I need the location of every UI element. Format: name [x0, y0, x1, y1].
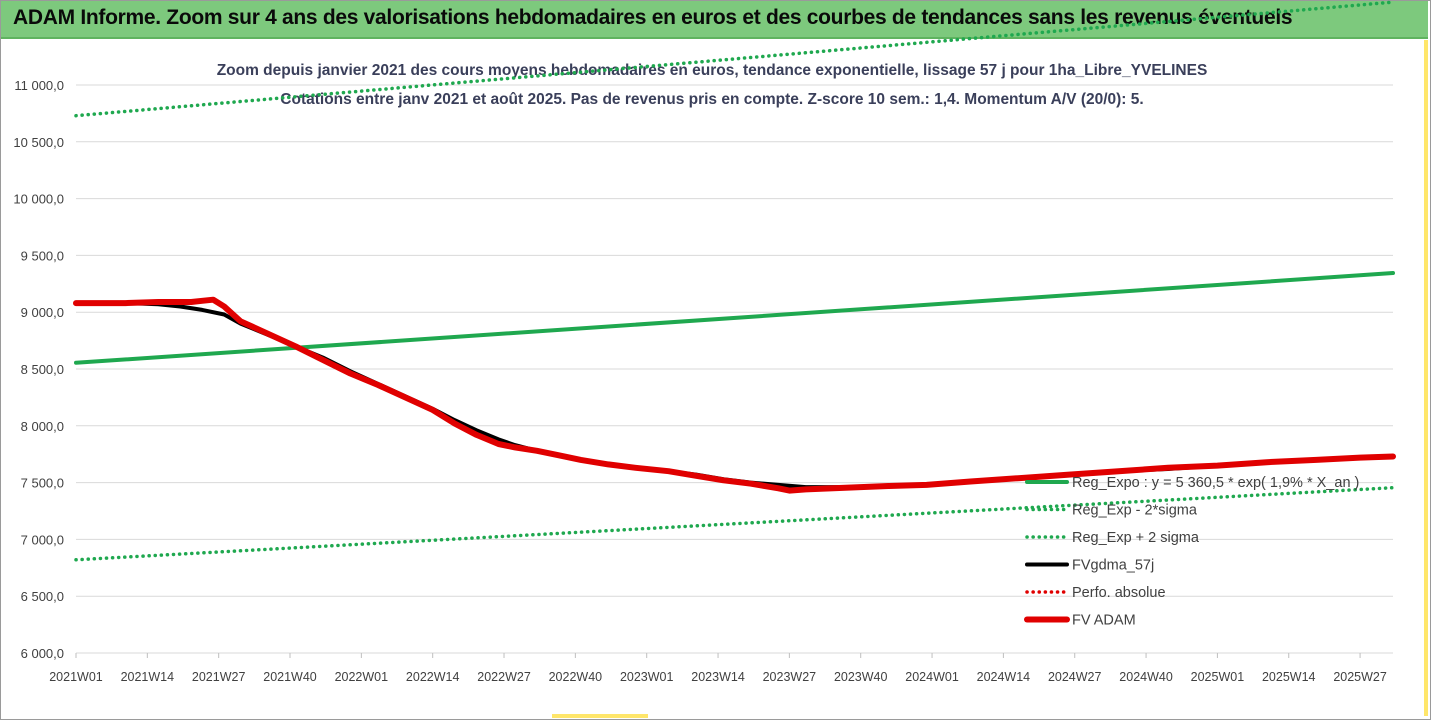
series-line-5	[73, 296, 1396, 494]
y-tick-label: 9 000,0	[21, 305, 64, 320]
x-tick-label: 2025W14	[1262, 670, 1316, 684]
legend-label: Reg_Exp - 2*sigma	[1072, 503, 1198, 519]
right-accent-strip	[1424, 40, 1428, 716]
y-tick-label: 8 500,0	[21, 362, 64, 377]
y-tick-label: 7 000,0	[21, 532, 64, 547]
x-tick-label: 2023W01	[620, 670, 674, 684]
x-tick-label: 2022W01	[335, 670, 389, 684]
x-tick-label: 2021W40	[263, 670, 317, 684]
series-lines	[73, 0, 1396, 562]
x-tick-label: 2021W27	[192, 670, 246, 684]
x-tick-label: 2024W27	[1048, 670, 1102, 684]
series-line-0	[74, 271, 1395, 365]
y-axis: 6 000,0 6 500,0 7 000,0 7 500,0 8 000,0 8 500…	[13, 78, 64, 661]
chart-title: Zoom depuis janvier 2021 des cours moyen…	[217, 62, 1208, 79]
y-tick-label: 8 000,0	[21, 419, 64, 434]
chart-subtitle: Cotations entre janv 2021 et août 2025. …	[280, 91, 1143, 108]
x-tick-label: 2024W40	[1119, 670, 1173, 684]
x-tick-label: 2022W14	[406, 670, 460, 684]
x-tick-label: 2021W01	[49, 670, 103, 684]
report-title: ADAM Informe. Zoom sur 4 ans des valoris…	[13, 6, 1293, 29]
y-tick-label: 6 500,0	[21, 589, 64, 604]
gridlines	[76, 84, 1393, 654]
x-tick-label: 2022W27	[477, 670, 531, 684]
x-tick-label: 2023W14	[691, 670, 745, 684]
bottom-accent-strip	[552, 714, 648, 718]
x-tick-label: 2025W27	[1333, 670, 1387, 684]
y-tick-label: 10 000,0	[13, 192, 64, 207]
x-tick-label: 2022W40	[549, 670, 603, 684]
y-tick-label: 10 500,0	[13, 135, 64, 150]
x-tick-label: 2024W01	[905, 670, 959, 684]
series-line-2	[74, 0, 1395, 118]
y-tick-label: 7 500,0	[21, 476, 64, 491]
x-tick-label: 2023W40	[834, 670, 888, 684]
x-tick-label: 2021W14	[121, 670, 175, 684]
y-tick-label: 9 500,0	[21, 248, 64, 263]
legend-label: Reg_Expo : y = 5 360,5 * exp( 1,9% * X_a…	[1072, 475, 1359, 491]
legend-label: Perfo. absolue	[1072, 585, 1166, 601]
y-tick-label: 11 000,0	[14, 78, 64, 93]
series-line-3	[74, 301, 1395, 490]
legend: Reg_Expo : y = 5 360,5 * exp( 1,9% * X_a…	[1024, 475, 1359, 629]
x-axis: 2021W01 2021W14 2021W27 2021W40 2022W01 2022W…	[49, 653, 1387, 684]
x-tick-label: 2024W14	[977, 670, 1031, 684]
series-line-1	[74, 485, 1395, 562]
x-tick-label: 2025W01	[1191, 670, 1245, 684]
legend-label: FVgdma_57j	[1072, 558, 1154, 574]
legend-label: FV ADAM	[1072, 613, 1136, 629]
report-banner: ADAM Informe. Zoom sur 4 ans des valoris…	[1, 1, 1428, 39]
x-tick-label: 2023W27	[763, 670, 817, 684]
y-tick-label: 6 000,0	[21, 646, 64, 661]
legend-label: Reg_Exp + 2 sigma	[1072, 530, 1200, 546]
